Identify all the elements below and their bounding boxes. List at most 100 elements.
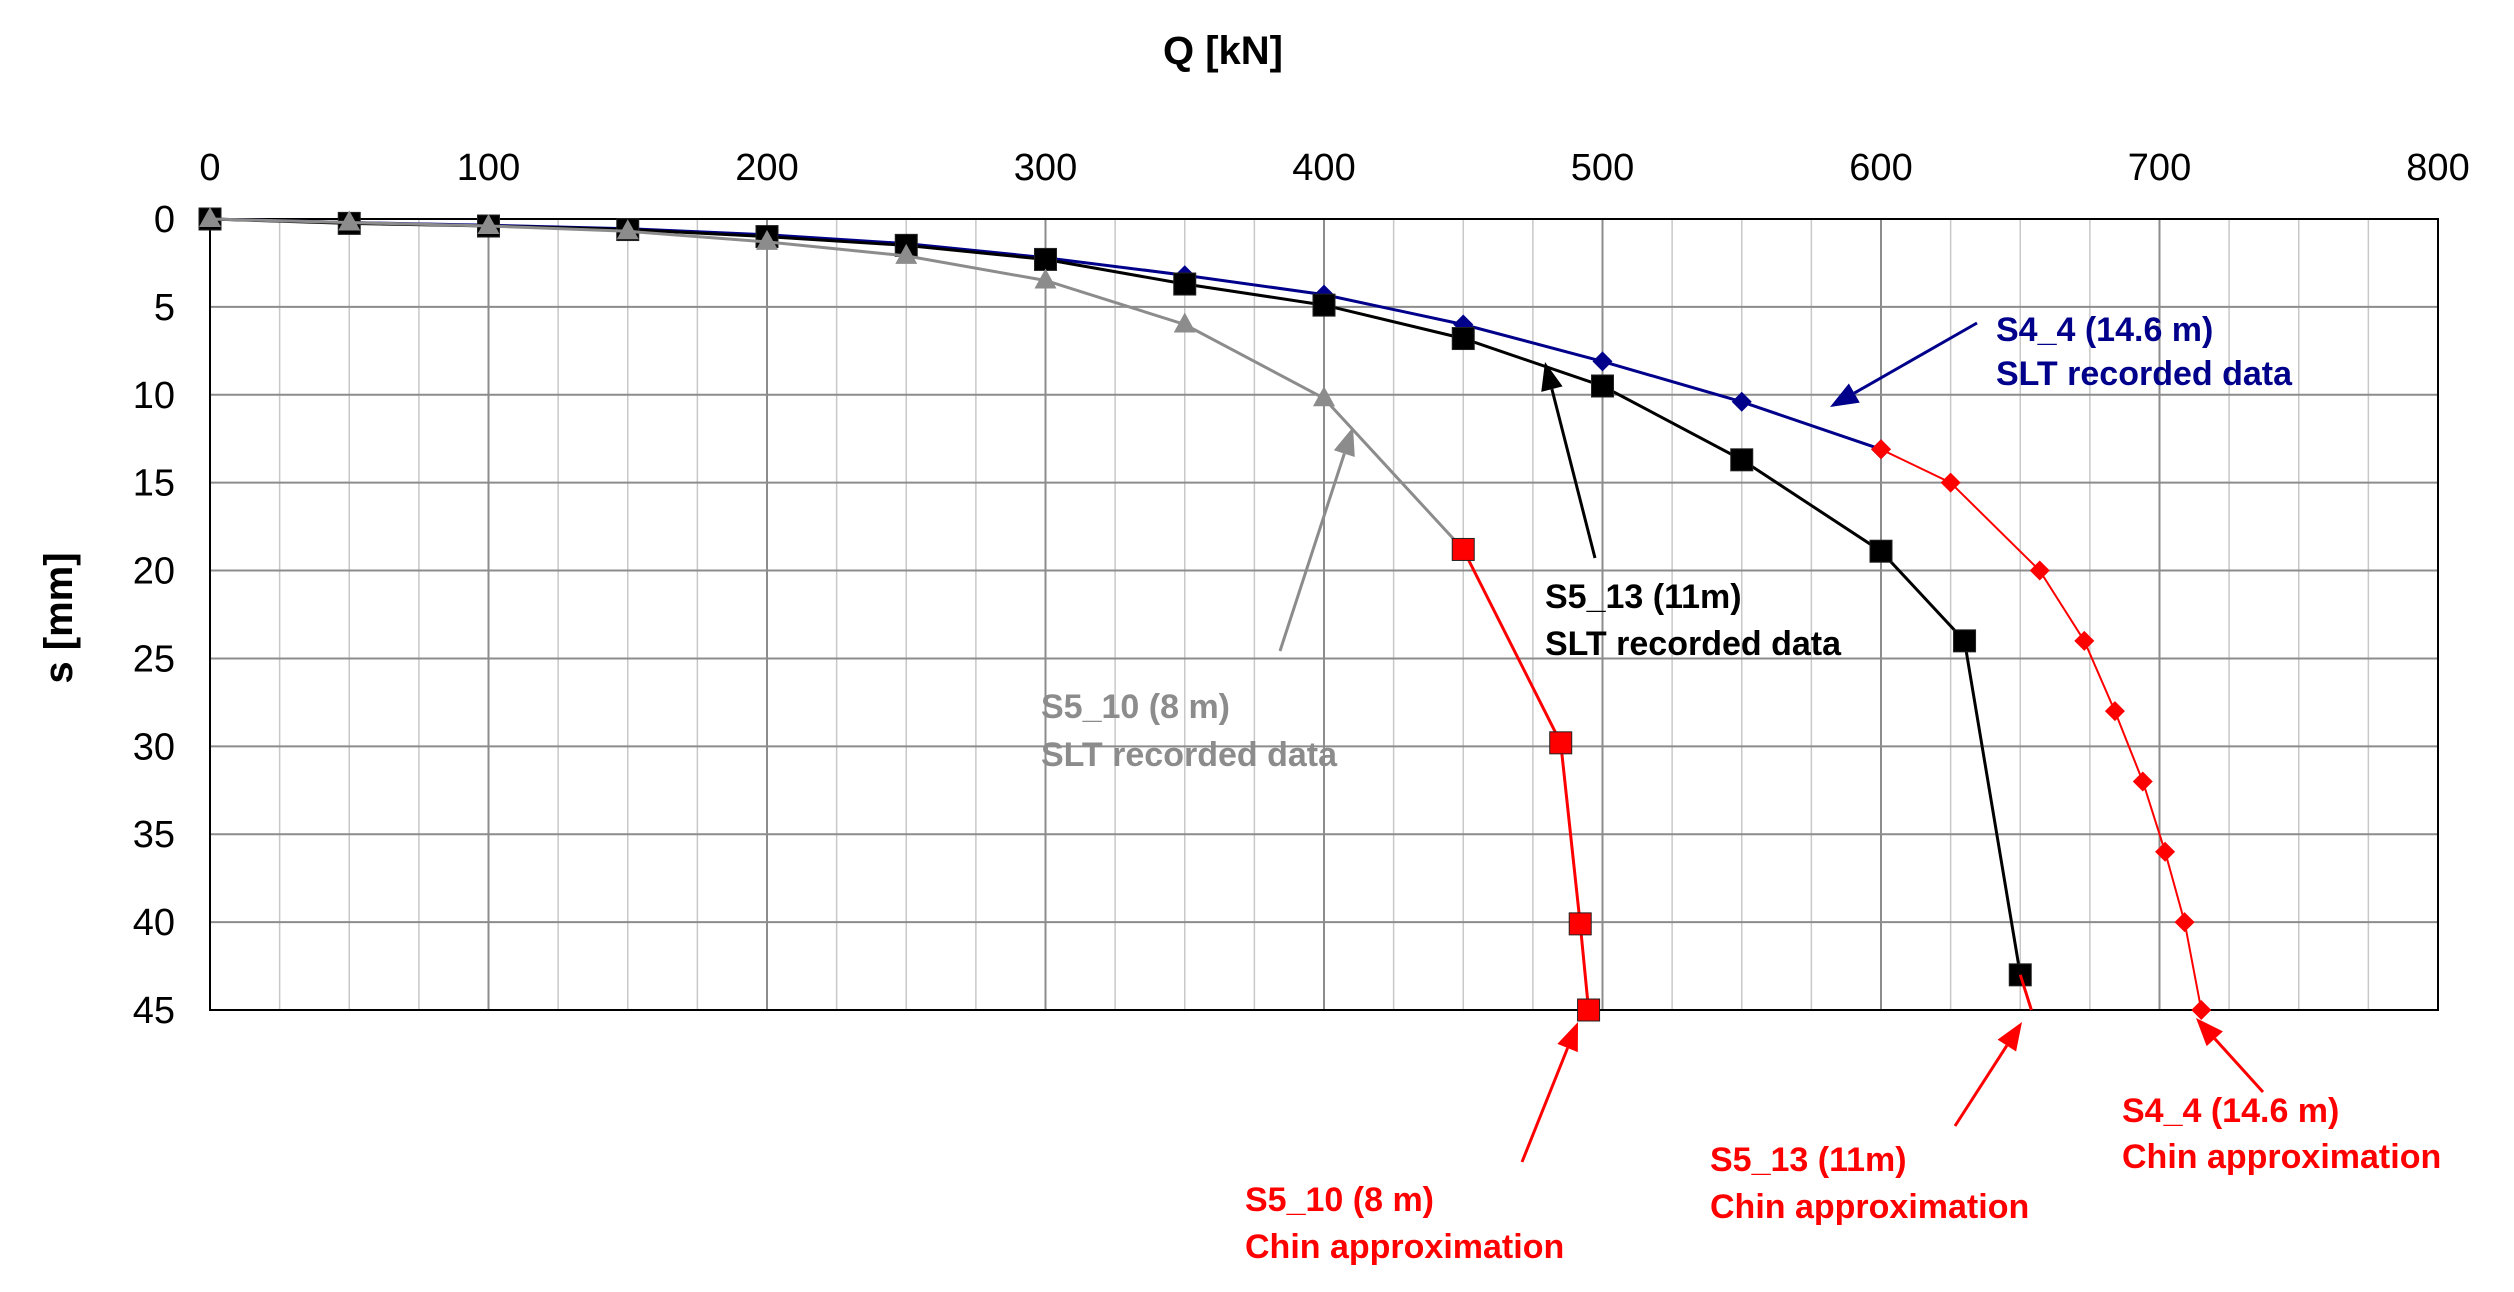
annotation-s4-4-chin: S4_4 (14.6 m) Chin approximation	[2122, 1092, 2441, 1176]
data-point-square	[1869, 539, 1893, 563]
arrow-s5-10-chin	[1520, 1022, 1578, 1163]
x-tick-label: 800	[2406, 147, 2469, 189]
data-point-triangle	[477, 214, 500, 235]
data-point-square	[1577, 998, 1601, 1022]
data-point-square	[1312, 293, 1336, 317]
data-point-square	[1034, 247, 1057, 271]
x-tick-label: 600	[1849, 147, 1912, 189]
data-point-diamond	[2029, 560, 2050, 581]
data-point-triangle	[895, 243, 918, 264]
data-point-diamond	[2155, 841, 2176, 862]
arrow-s4-4-chin	[2196, 1018, 2265, 1094]
svg-text:SLT recorded data: SLT recorded data	[1545, 625, 1842, 663]
y-axis-tick-labels: 0 5 10 15 20 25 30 35 40 45	[133, 199, 175, 1032]
data-point-diamond	[2174, 912, 2195, 933]
data-point-triangle	[1173, 312, 1196, 333]
svg-text:S5_13 (11m): S5_13 (11m)	[1545, 578, 1742, 616]
data-point-square	[1953, 629, 1977, 653]
data-point-diamond	[1940, 472, 1961, 493]
y-tick-label: 5	[154, 287, 175, 329]
annotation-s5-10-slt: S5_10 (8 m) SLT recorded data	[1041, 688, 1338, 774]
annotation-s5-13-slt: S5_13 (11m) SLT recorded data	[1545, 578, 1842, 663]
arrow-s5-10-slt	[1278, 427, 1355, 652]
data-point-diamond	[2104, 701, 2125, 722]
data-point-triangle	[338, 210, 361, 231]
x-tick-label: 500	[1571, 147, 1634, 189]
svg-text:S5_13 (11m): S5_13 (11m)	[1710, 1141, 1907, 1179]
svg-text:S4_4 (14.6 m): S4_4 (14.6 m)	[2122, 1092, 2339, 1130]
data-point-diamond	[1731, 391, 1752, 412]
annotation-s4-4-slt: S4_4 (14.6 m) SLT recorded data	[1996, 311, 2293, 393]
x-tick-label: 200	[735, 147, 798, 189]
series-line	[1880, 448, 2203, 1011]
arrow-s5-13-slt	[1541, 362, 1597, 559]
series-layer	[198, 207, 2212, 1022]
data-point-square	[1173, 272, 1197, 296]
data-point-square	[1549, 731, 1573, 755]
data-point-triangle	[756, 229, 778, 250]
svg-text:Chin approximation: Chin approximation	[2122, 1138, 2441, 1176]
arrow-head	[2196, 1018, 2223, 1047]
svg-text:Chin approximation: Chin approximation	[1710, 1188, 2029, 1226]
x-tick-label: 300	[1014, 147, 1077, 189]
svg-text:SLT recorded data: SLT recorded data	[1041, 736, 1338, 774]
arrow-s5-13-chin	[1953, 1022, 2022, 1127]
arrow-head	[1830, 383, 1860, 407]
y-tick-label: 0	[154, 199, 175, 241]
data-point-triangle	[1313, 386, 1335, 407]
arrow-head	[1333, 427, 1355, 458]
arrow-head	[1557, 1022, 1578, 1053]
series-s5-13-chin-approximation	[2018, 974, 2033, 1011]
arrow-head	[1997, 1022, 2022, 1052]
data-point-diamond	[2074, 630, 2095, 651]
series-line	[209, 217, 1465, 551]
arrow-s4-4-slt	[1830, 321, 1978, 407]
data-point-triangle	[1034, 268, 1057, 289]
data-point-triangle	[199, 207, 221, 227]
y-tick-label: 30	[133, 726, 175, 768]
data-point-diamond	[1871, 439, 1891, 460]
y-tick-label: 20	[133, 551, 175, 593]
y-axis-title: s [mm]	[37, 552, 81, 683]
x-tick-label: 100	[457, 147, 520, 189]
y-tick-label: 10	[133, 375, 175, 417]
x-axis-title: Q [kN]	[1163, 29, 1283, 73]
x-tick-label: 700	[2128, 147, 2191, 189]
svg-text:SLT recorded data: SLT recorded data	[1996, 355, 2293, 393]
series-s4-4-chin-approximation	[1871, 439, 2212, 1020]
y-tick-label: 15	[133, 463, 175, 505]
series-line	[1461, 548, 1591, 1011]
data-point-diamond	[2191, 1000, 2212, 1020]
plot-area-frame	[209, 218, 2439, 1011]
annotation-arrows	[1278, 321, 2265, 1163]
arrow-shaft	[2213, 1037, 2265, 1094]
y-tick-label: 45	[133, 990, 175, 1032]
x-tick-label: 400	[1292, 147, 1355, 189]
data-point-square	[1730, 448, 1754, 472]
series-line	[2018, 974, 2033, 1011]
arrow-shaft	[1550, 388, 1597, 559]
arrow-shaft	[1953, 1044, 2009, 1127]
svg-text:S5_10 (8 m): S5_10 (8 m)	[1041, 688, 1230, 726]
annotation-s5-13-chin: S5_13 (11m) Chin approximation	[1710, 1141, 2029, 1226]
data-point-triangle	[616, 219, 639, 240]
svg-text:Chin approximation: Chin approximation	[1245, 1228, 1564, 1266]
series-s5-10-slt-recorded-data	[199, 207, 1475, 558]
y-tick-label: 25	[133, 638, 175, 680]
series-s5-10-chin-approximation	[1451, 537, 1601, 1022]
arrow-head	[1541, 362, 1563, 392]
data-point-diamond	[1592, 351, 1613, 372]
arrow-shaft	[1520, 1047, 1569, 1163]
y-tick-label: 40	[133, 902, 175, 944]
arrow-shaft	[1278, 453, 1346, 652]
svg-text:S5_10 (8 m): S5_10 (8 m)	[1245, 1181, 1434, 1219]
data-point-square	[1451, 537, 1475, 561]
annotation-s5-10-chin: S5_10 (8 m) Chin approximation	[1245, 1181, 1564, 1266]
x-axis-tick-labels: 0 100 200 300 400 500 600 700 800	[199, 147, 2469, 189]
data-point-square	[1568, 912, 1592, 936]
data-point-diamond	[2132, 771, 2153, 792]
arrow-shaft	[1853, 321, 1978, 395]
minor-gridlines	[278, 219, 2370, 1010]
y-tick-label: 35	[133, 814, 175, 856]
